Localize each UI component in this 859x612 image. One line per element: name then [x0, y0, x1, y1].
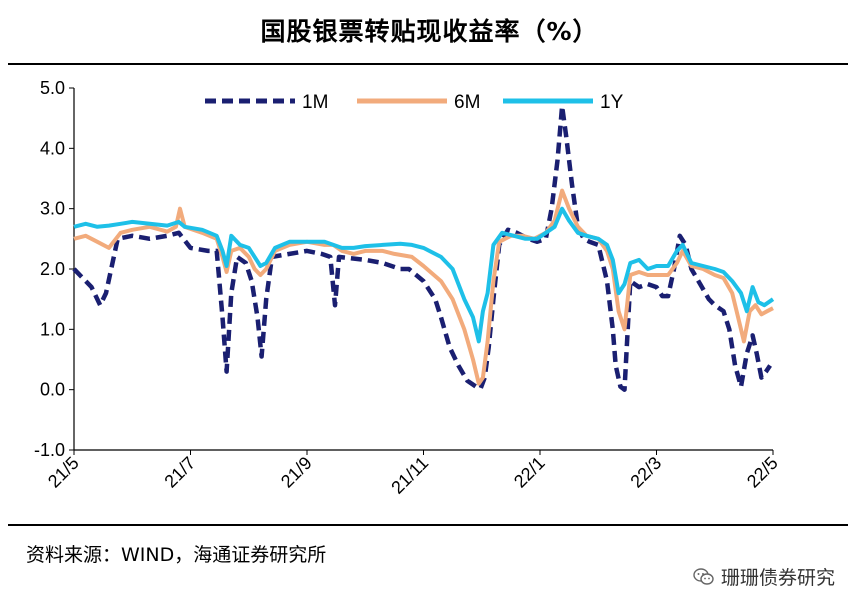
y-tick-label: -1.0: [34, 440, 65, 460]
x-tick-label: 21/9: [277, 453, 316, 492]
x-tick-label: 21/11: [387, 453, 432, 498]
x-tick-label: 22/5: [743, 453, 782, 492]
source-note: 资料来源：WIND，海通证券研究所: [26, 544, 327, 566]
x-tick-label: 22/1: [510, 453, 549, 492]
y-tick-label: 4.0: [40, 138, 65, 158]
watermark: 珊珊债券研究: [693, 563, 835, 590]
series-line-1y: [73, 206, 775, 344]
legend-label-1m: 1M: [302, 92, 328, 113]
x-tick-label: 22/3: [626, 453, 665, 492]
bottom-divider: [8, 524, 848, 526]
watermark-text: 珊珊债券研究: [720, 567, 835, 589]
chart-legend: 1M 6M 1Y: [205, 92, 624, 113]
legend-label-1y: 1Y: [600, 92, 624, 113]
wechat-icon: [693, 567, 714, 585]
y-tick-label: 0.0: [40, 380, 65, 400]
chart-series: [72, 103, 775, 392]
y-tick-label: 5.0: [40, 78, 65, 98]
y-tick-label: 3.0: [40, 199, 65, 219]
x-tick-label: 21/7: [160, 453, 199, 492]
legend-label-6m: 6M: [454, 92, 480, 113]
top-divider: [8, 63, 848, 65]
page-title: 国股银票转贴现收益率（%）: [260, 17, 599, 46]
y-tick-label: 1.0: [40, 319, 65, 339]
y-tick-label: 2.0: [40, 259, 65, 279]
